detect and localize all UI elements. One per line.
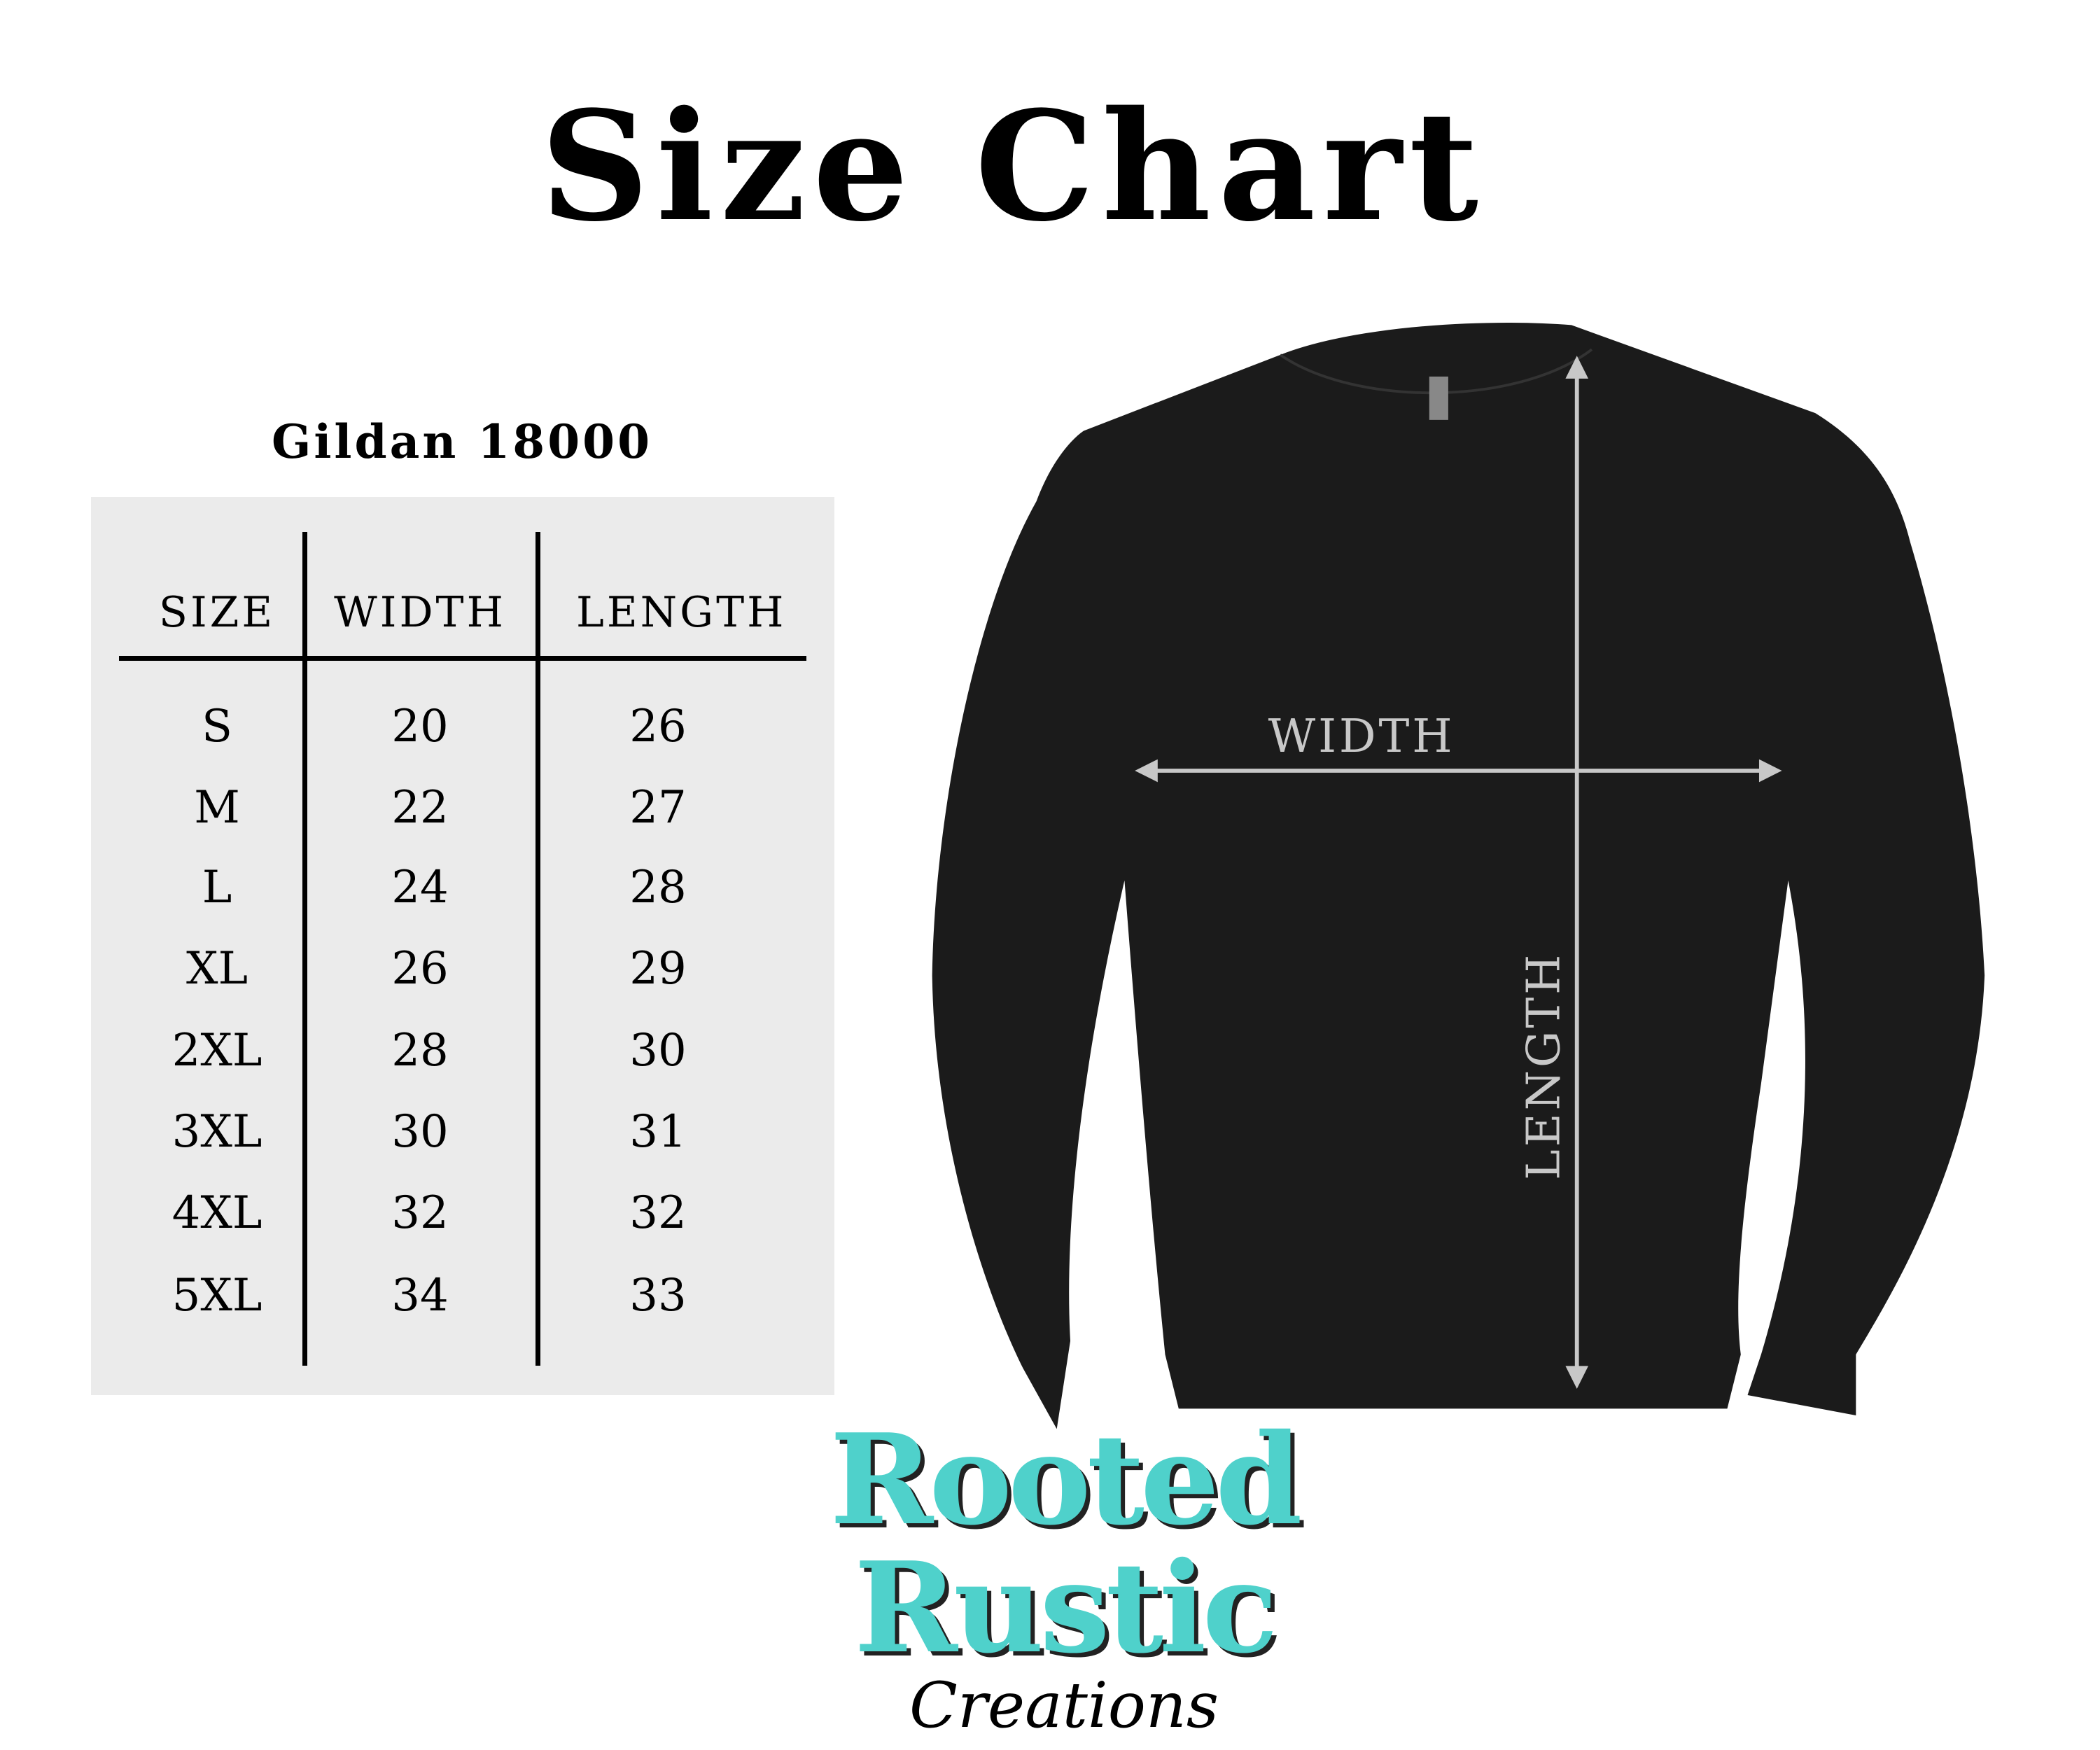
cell-length: 28 <box>629 862 687 913</box>
cell-size: 3XL <box>172 1106 262 1158</box>
cell-width: 20 <box>391 701 449 752</box>
cell-size: M <box>194 782 240 834</box>
size-table <box>91 497 834 1395</box>
cell-size: S <box>202 701 232 752</box>
width-arrow <box>1135 759 1782 783</box>
cell-size: L <box>202 862 232 913</box>
cell-length: 30 <box>629 1025 687 1077</box>
cell-size: 4XL <box>172 1187 262 1239</box>
cell-width: 24 <box>391 862 449 913</box>
length-arrow <box>1565 356 1589 1390</box>
cell-width: 34 <box>391 1270 449 1322</box>
cell-length: 27 <box>629 782 687 834</box>
cell-size: XL <box>186 943 248 995</box>
header-length: LENGTH <box>576 588 787 637</box>
cell-width: 30 <box>391 1106 449 1158</box>
cell-length: 31 <box>629 1106 687 1158</box>
neck-label <box>1429 376 1448 420</box>
table-title: Gildan 18000 <box>272 414 652 469</box>
cell-length: 29 <box>629 943 687 995</box>
column-divider <box>536 532 540 1366</box>
page-title: Size Chart <box>540 78 1485 255</box>
cell-length: 32 <box>629 1187 687 1239</box>
length-label: LENGTH <box>1517 952 1571 1180</box>
header-divider <box>119 656 806 661</box>
logo-text-rooted: Rooted <box>830 1406 1302 1553</box>
cell-width: 32 <box>391 1187 449 1239</box>
cell-length: 26 <box>629 701 687 752</box>
cell-width: 22 <box>391 782 449 834</box>
header-size: SIZE <box>158 588 276 637</box>
logo-text-rustic: Rustic <box>854 1534 1278 1681</box>
sweatshirt-shape <box>932 322 1985 1429</box>
width-label: WIDTH <box>1268 709 1455 763</box>
column-divider <box>302 532 307 1366</box>
cell-size: 5XL <box>172 1270 262 1322</box>
header-width: WIDTH <box>334 588 506 637</box>
logo-text-creations: Creations <box>909 1669 1219 1742</box>
cell-length: 33 <box>629 1270 687 1322</box>
cell-width: 28 <box>391 1025 449 1077</box>
cell-size: 2XL <box>172 1025 262 1077</box>
cell-width: 26 <box>391 943 449 995</box>
